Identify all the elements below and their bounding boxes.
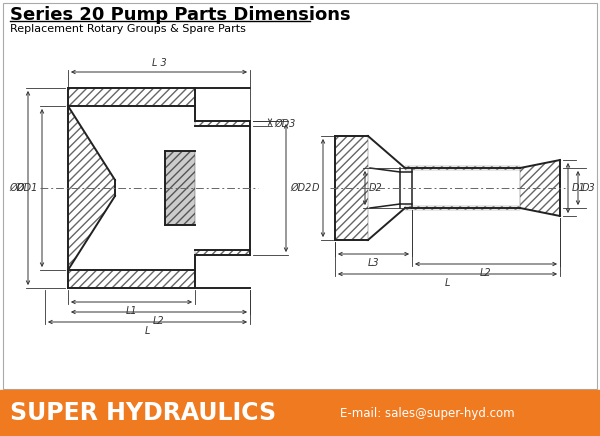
Text: L1: L1 xyxy=(125,306,137,316)
Text: ØD2: ØD2 xyxy=(290,183,311,193)
Polygon shape xyxy=(165,151,195,225)
Polygon shape xyxy=(405,206,520,210)
Bar xyxy=(3,3,597,389)
Text: Series 20 Pump Parts Dimensions: Series 20 Pump Parts Dimensions xyxy=(10,6,350,24)
Polygon shape xyxy=(335,136,368,240)
Text: L3: L3 xyxy=(368,258,379,268)
Text: ØD1: ØD1 xyxy=(17,183,38,193)
Text: D2: D2 xyxy=(369,183,383,193)
Polygon shape xyxy=(520,160,560,216)
Text: D1: D1 xyxy=(572,183,586,193)
Text: D3: D3 xyxy=(582,183,596,193)
Text: E-mail: sales@super-hyd.com: E-mail: sales@super-hyd.com xyxy=(340,406,515,419)
Text: L2: L2 xyxy=(480,268,492,278)
Polygon shape xyxy=(405,166,520,170)
Polygon shape xyxy=(68,106,115,270)
Text: ØD: ØD xyxy=(9,183,24,193)
Text: L: L xyxy=(445,278,450,288)
Text: L: L xyxy=(145,326,150,336)
Text: SUPER HYDRAULICS: SUPER HYDRAULICS xyxy=(10,401,276,425)
Text: ØD3: ØD3 xyxy=(274,119,295,129)
Bar xyxy=(0,390,600,436)
Polygon shape xyxy=(68,250,250,288)
Polygon shape xyxy=(68,88,250,126)
Text: Replacement Rotary Groups & Spare Parts: Replacement Rotary Groups & Spare Parts xyxy=(10,24,246,34)
Text: D: D xyxy=(311,183,319,193)
Text: L 3: L 3 xyxy=(152,58,166,68)
Text: L2: L2 xyxy=(153,316,165,326)
